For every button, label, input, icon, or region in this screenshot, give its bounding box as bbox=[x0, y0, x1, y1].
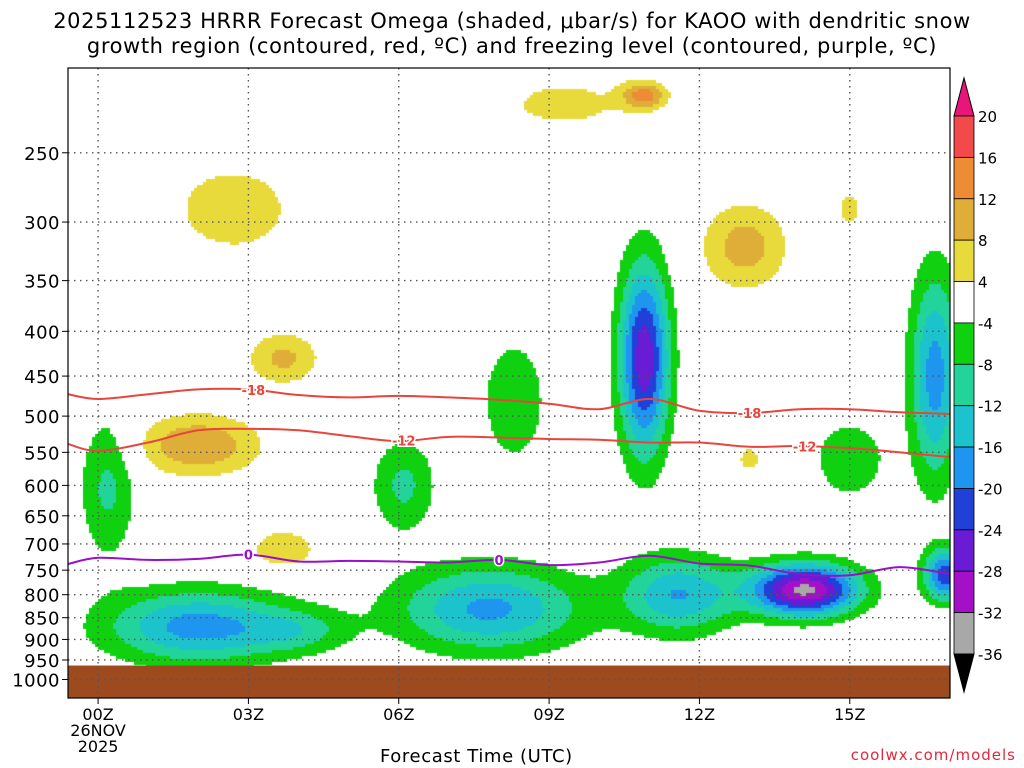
x-tick-label-15Z: 15Z bbox=[834, 705, 865, 724]
y-tick-label-600: 600 bbox=[24, 476, 60, 497]
colorbar-label-10: -24 bbox=[978, 522, 1003, 540]
y-tick-label-700: 700 bbox=[24, 535, 60, 556]
y-tick-label-800: 800 bbox=[24, 586, 60, 607]
terrain-fill bbox=[68, 665, 950, 698]
colorbar-bin-10 bbox=[953, 488, 975, 531]
colorbar-bin-2 bbox=[953, 156, 975, 200]
colorbar-top-triangle bbox=[953, 76, 975, 117]
y-tick-label-550: 550 bbox=[24, 443, 60, 464]
x-tick-label-00Z: 00Z bbox=[82, 705, 113, 724]
x-tick-sublabel-date: 26NOV bbox=[70, 721, 126, 740]
contour-label--18-0: -18 bbox=[242, 384, 266, 399]
omega-shading bbox=[68, 68, 950, 698]
colorbar-label-2: 12 bbox=[978, 191, 997, 209]
y-tick-label-300: 300 bbox=[24, 213, 60, 234]
colorbar-label-11: -28 bbox=[978, 563, 1003, 581]
y-tick-label-250: 250 bbox=[24, 144, 60, 165]
contour-line-0 bbox=[67, 553, 951, 577]
colorbar-bin-11 bbox=[953, 529, 975, 572]
colorbar-bin-13 bbox=[953, 612, 975, 655]
x-tick-label-09Z: 09Z bbox=[533, 705, 564, 724]
y-tick-label-1000: 1000 bbox=[12, 670, 60, 691]
contour-line--12 bbox=[67, 427, 951, 459]
colorbar-bin-4 bbox=[953, 239, 975, 282]
credit-text: coolwx.com/models bbox=[850, 746, 1016, 764]
chart-title-line-2: growth region (contoured, red, ºC) and f… bbox=[86, 34, 938, 58]
y-tick-label-750: 750 bbox=[24, 561, 60, 582]
colorbar-bin-9 bbox=[953, 446, 975, 489]
colorbar-label-1: 16 bbox=[978, 149, 997, 167]
x-axis-title: Forecast Time (UTC) bbox=[380, 746, 573, 767]
y-axis: 2503003504004505005506006507007508008509… bbox=[12, 144, 68, 691]
y-tick-label-650: 650 bbox=[24, 507, 60, 528]
colorbar-label-12: -32 bbox=[978, 605, 1003, 623]
contour-label--18-1: -18 bbox=[738, 407, 762, 422]
colorbar-label-0: 20 bbox=[978, 108, 997, 126]
plot-frame bbox=[67, 67, 951, 699]
colorbar-label-8: -16 bbox=[978, 439, 1003, 457]
colorbar-bin-5 bbox=[953, 281, 975, 324]
colorbar-bin-3 bbox=[953, 198, 975, 241]
x-tick-label-12Z: 12Z bbox=[684, 705, 715, 724]
y-tick-label-400: 400 bbox=[24, 322, 60, 343]
colorbar-bin-6 bbox=[953, 322, 975, 365]
colorbar-label-3: 8 bbox=[978, 232, 988, 250]
y-tick-label-450: 450 bbox=[24, 367, 60, 388]
colorbar-bottom-triangle bbox=[953, 653, 975, 694]
colorbar-bin-8 bbox=[953, 405, 975, 448]
contour-label-0-0: 0 bbox=[244, 549, 253, 564]
colorbar-label-6: -8 bbox=[978, 356, 993, 374]
colorbar-bin-1 bbox=[953, 115, 975, 158]
colorbar-bin-7 bbox=[953, 363, 975, 407]
x-tick-label-03Z: 03Z bbox=[233, 705, 264, 724]
y-tick-label-350: 350 bbox=[24, 272, 60, 293]
terrain-layer bbox=[68, 665, 950, 698]
contour-layer: -18 -18 -12 -12 0 0 bbox=[67, 382, 951, 577]
contour-line--18 bbox=[67, 387, 951, 415]
contour-label--12-0: -12 bbox=[392, 435, 416, 450]
colorbar-label-7: -12 bbox=[978, 398, 1003, 416]
y-tick-label-900: 900 bbox=[24, 630, 60, 651]
y-tick-label-850: 850 bbox=[24, 609, 60, 630]
contour-label--12-1: -12 bbox=[793, 440, 817, 455]
chart-title-line-1: 2025112523 HRRR Forecast Omega (shaded, … bbox=[53, 9, 971, 33]
colorbar-label-4: 4 bbox=[978, 274, 988, 292]
contour-label-0-1: 0 bbox=[494, 554, 503, 569]
colorbar-label-9: -20 bbox=[978, 480, 1003, 498]
colorbar: 20 16 12 8 4 -4 -8 -12 -16 -20 -24 -28 -32 -36 bbox=[953, 76, 1003, 694]
colorbar-bin-12 bbox=[953, 570, 975, 614]
y-tick-label-950: 950 bbox=[24, 651, 60, 672]
x-tick-sublabel-year: 2025 bbox=[78, 737, 119, 756]
colorbar-label-5: -4 bbox=[978, 315, 993, 333]
x-tick-label-06Z: 06Z bbox=[383, 705, 414, 724]
y-tick-label-500: 500 bbox=[24, 407, 60, 428]
colorbar-label-13: -36 bbox=[978, 646, 1003, 664]
